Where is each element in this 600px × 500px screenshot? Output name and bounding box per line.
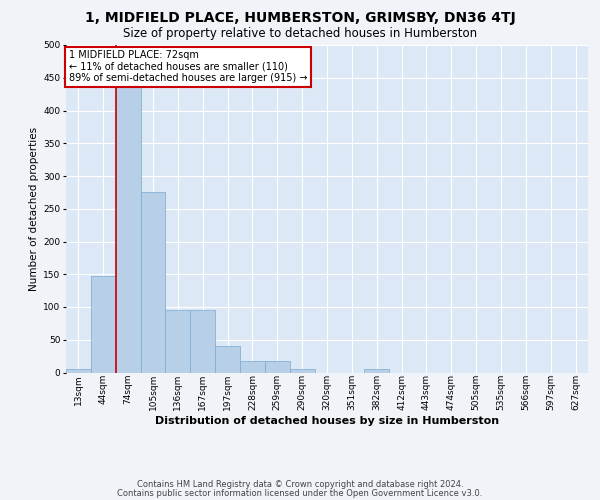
Text: 1 MIDFIELD PLACE: 72sqm
← 11% of detached houses are smaller (110)
89% of semi-d: 1 MIDFIELD PLACE: 72sqm ← 11% of detache… [68,50,307,83]
Text: 1, MIDFIELD PLACE, HUMBERSTON, GRIMSBY, DN36 4TJ: 1, MIDFIELD PLACE, HUMBERSTON, GRIMSBY, … [85,11,515,25]
Bar [66,369,91,372]
Bar [140,192,166,372]
X-axis label: Distribution of detached houses by size in Humberston: Distribution of detached houses by size … [155,416,499,426]
Text: Contains public sector information licensed under the Open Government Licence v3: Contains public sector information licen… [118,489,482,498]
Bar [91,276,116,372]
Bar [364,369,389,372]
Bar [215,346,240,372]
Bar [240,360,265,372]
Text: Size of property relative to detached houses in Humberston: Size of property relative to detached ho… [123,28,477,40]
Text: Contains HM Land Registry data © Crown copyright and database right 2024.: Contains HM Land Registry data © Crown c… [137,480,463,489]
Bar [166,310,190,372]
Bar [265,360,290,372]
Y-axis label: Number of detached properties: Number of detached properties [29,126,39,291]
Bar [290,369,314,372]
Bar [190,310,215,372]
Bar [116,71,140,372]
